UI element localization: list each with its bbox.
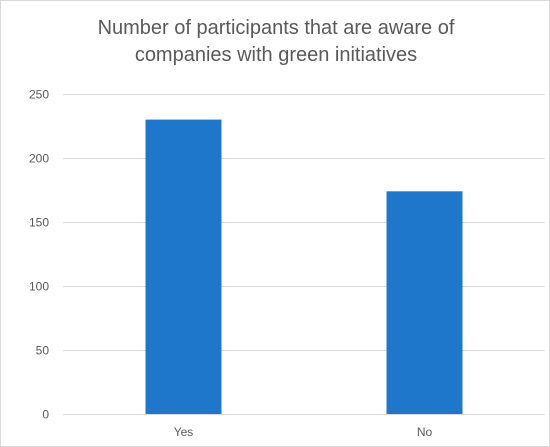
chart-title: Number of participants that are aware of… [31, 15, 521, 69]
x-tick-label-yes: Yes [174, 425, 194, 439]
chart-title-line-2: companies with green initiatives [134, 44, 418, 66]
y-tick-label: 200 [29, 152, 49, 166]
bar-yes [145, 119, 222, 414]
y-tick-label: 50 [36, 344, 50, 358]
bar-no [386, 191, 463, 414]
y-tick-label: 0 [42, 408, 49, 422]
x-tick-label-no: No [417, 425, 433, 439]
y-tick-label: 100 [29, 280, 49, 294]
bars [145, 119, 463, 414]
y-axis-tick-labels: 0 50 100 150 200 250 [29, 88, 49, 422]
x-axis-tick-labels: Yes No [174, 425, 433, 439]
y-tick-label: 250 [29, 88, 49, 102]
gridlines [63, 94, 545, 415]
chart-title-line-1: Number of participants that are aware of [97, 17, 455, 39]
y-tick-label: 150 [29, 216, 49, 230]
